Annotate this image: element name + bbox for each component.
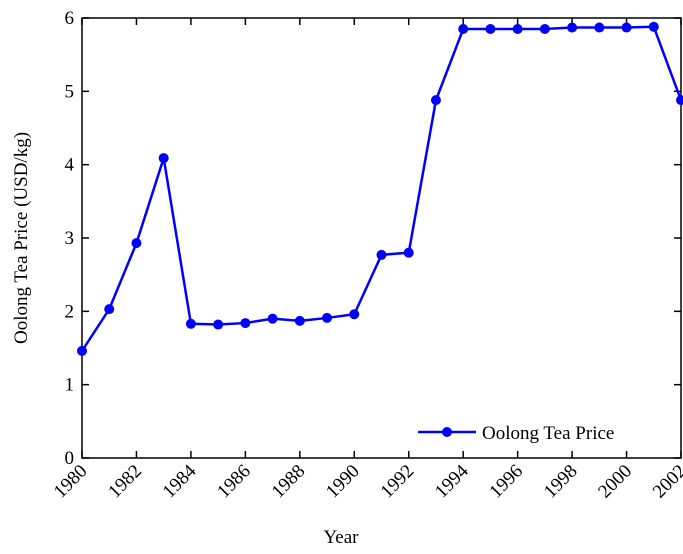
legend-label: Oolong Tea Price bbox=[482, 423, 614, 444]
x-axis-label: Year bbox=[323, 527, 359, 548]
x-tick-label: 1996 bbox=[485, 461, 527, 503]
data-point bbox=[267, 313, 278, 324]
data-point bbox=[158, 153, 169, 164]
data-point bbox=[77, 345, 87, 356]
data-point bbox=[376, 249, 387, 260]
y-tick-label: 6 bbox=[65, 8, 75, 29]
y-tick-label: 0 bbox=[65, 448, 75, 469]
x-tick-label: 1982 bbox=[104, 461, 146, 503]
data-point bbox=[621, 22, 632, 33]
legend-marker bbox=[442, 427, 452, 437]
x-tick-label: 2002 bbox=[649, 461, 683, 503]
x-tick-label: 2000 bbox=[594, 461, 636, 503]
data-point bbox=[458, 24, 469, 34]
data-point bbox=[294, 315, 305, 326]
data-point bbox=[349, 309, 360, 320]
x-tick-label: 1992 bbox=[377, 461, 419, 503]
x-tick-label: 1988 bbox=[268, 461, 310, 503]
x-tick-label: 1980 bbox=[50, 461, 92, 503]
x-tick-label: 1994 bbox=[431, 460, 473, 502]
data-point bbox=[240, 318, 251, 329]
data-point bbox=[539, 24, 550, 34]
y-tick-label: 2 bbox=[65, 301, 75, 322]
y-axis-label: Oolong Tea Price (USD/kg) bbox=[11, 132, 32, 344]
data-point bbox=[567, 22, 578, 33]
data-point bbox=[213, 319, 224, 330]
y-tick-label: 3 bbox=[65, 228, 75, 249]
y-tick-label: 5 bbox=[65, 81, 75, 102]
data-point bbox=[676, 95, 683, 106]
plot-frame bbox=[81, 17, 682, 459]
data-point bbox=[430, 95, 441, 106]
x-tick-label: 1990 bbox=[322, 461, 364, 503]
data-point bbox=[131, 238, 142, 249]
x-tick-label: 1984 bbox=[159, 460, 201, 502]
y-tick-label: 1 bbox=[65, 375, 75, 396]
data-line bbox=[80, 25, 683, 352]
data-point bbox=[403, 247, 414, 258]
y-tick-label: 4 bbox=[65, 155, 75, 176]
data-point bbox=[485, 24, 496, 34]
data-point bbox=[185, 318, 196, 329]
x-tick-label: 1998 bbox=[540, 461, 582, 503]
data-point bbox=[322, 312, 333, 323]
data-point bbox=[648, 21, 659, 32]
x-tick-label: 1986 bbox=[213, 461, 255, 503]
data-point bbox=[594, 22, 605, 33]
data-point bbox=[104, 304, 115, 315]
data-point bbox=[512, 24, 523, 34]
